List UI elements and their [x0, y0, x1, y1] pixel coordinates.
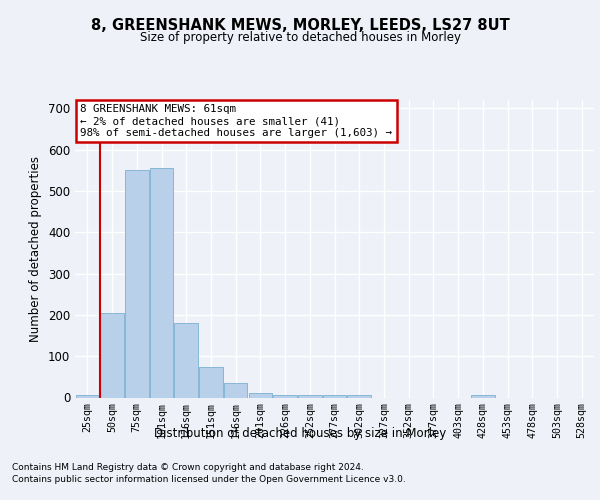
Bar [471, 396, 494, 398]
Text: 8, GREENSHANK MEWS, MORLEY, LEEDS, LS27 8UT: 8, GREENSHANK MEWS, MORLEY, LEEDS, LS27 … [91, 18, 509, 32]
Bar [298, 396, 322, 398]
Bar [100, 313, 124, 398]
Text: Contains public sector information licensed under the Open Government Licence v3: Contains public sector information licen… [12, 475, 406, 484]
Bar [347, 396, 371, 398]
Bar [125, 170, 149, 398]
Text: Size of property relative to detached houses in Morley: Size of property relative to detached ho… [139, 31, 461, 44]
Text: Contains HM Land Registry data © Crown copyright and database right 2024.: Contains HM Land Registry data © Crown c… [12, 462, 364, 471]
Bar [323, 396, 346, 398]
Bar [274, 396, 297, 398]
Y-axis label: Number of detached properties: Number of detached properties [29, 156, 43, 342]
Bar [199, 366, 223, 398]
Text: Distribution of detached houses by size in Morley: Distribution of detached houses by size … [154, 428, 446, 440]
Bar [248, 394, 272, 398]
Bar [224, 383, 247, 398]
Bar [150, 168, 173, 398]
Text: 8 GREENSHANK MEWS: 61sqm
← 2% of detached houses are smaller (41)
98% of semi-de: 8 GREENSHANK MEWS: 61sqm ← 2% of detache… [80, 104, 392, 138]
Bar [175, 323, 198, 398]
Bar [76, 396, 99, 398]
